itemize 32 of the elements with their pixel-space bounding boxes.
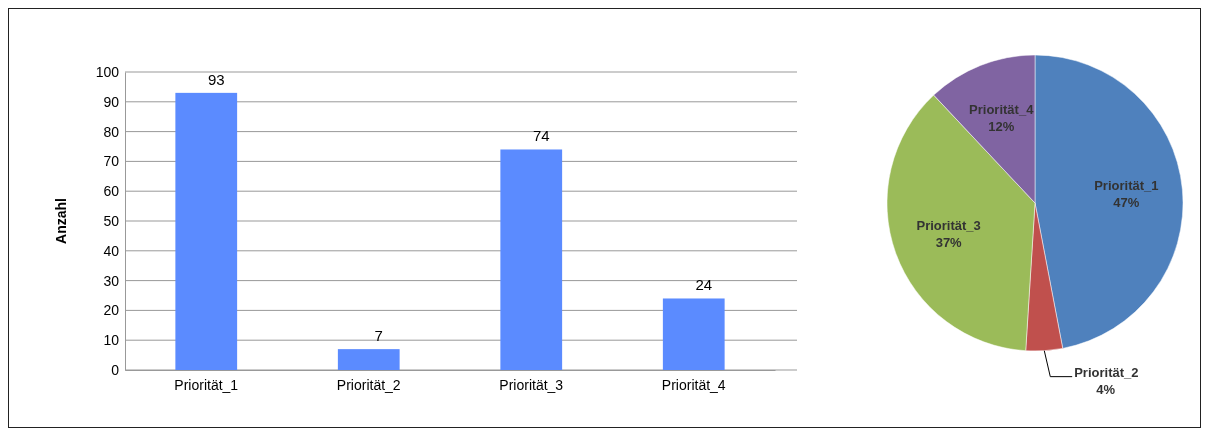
- bar: [500, 149, 563, 370]
- bar: [662, 298, 725, 370]
- y-tick-label: 80: [103, 123, 120, 140]
- data-label: 37%: [935, 235, 963, 251]
- y-tick-label: 50: [103, 212, 120, 229]
- data-label: 7: [374, 327, 383, 345]
- y-tick-label: 70: [103, 153, 120, 170]
- slice-label: Priorität_1: [1094, 178, 1159, 194]
- y-tick-label: 20: [103, 302, 120, 319]
- bar: [175, 92, 238, 370]
- y-tick-label: 90: [103, 93, 120, 110]
- y-tick-label: 30: [103, 272, 120, 289]
- y-tick-label: 100: [95, 63, 120, 80]
- data-label: 47%: [1113, 195, 1140, 211]
- y-tick-label: 40: [103, 242, 120, 259]
- y-tick-label: 60: [103, 183, 120, 200]
- x-tick-label: Priorität_2: [336, 376, 401, 393]
- data-label: 12%: [988, 118, 1015, 134]
- slice-label: Priorität_4: [969, 101, 1035, 117]
- x-tick-label: Priorität_3: [499, 376, 564, 393]
- x-tick-label: Priorität_1: [174, 376, 239, 393]
- slice-label: Priorität_3: [916, 218, 981, 234]
- y-tick-label: 0: [111, 361, 120, 378]
- bar: [337, 349, 400, 370]
- slice-label: Priorität_2: [1074, 364, 1139, 380]
- x-tick-label: Priorität_4: [661, 376, 726, 393]
- data-label: 24: [695, 276, 713, 294]
- y-axis-title: Anzahl: [53, 198, 69, 244]
- data-label: 93: [207, 70, 225, 88]
- data-label: 74: [532, 127, 550, 145]
- data-label: 4%: [1096, 381, 1116, 397]
- y-tick-label: 10: [103, 332, 120, 349]
